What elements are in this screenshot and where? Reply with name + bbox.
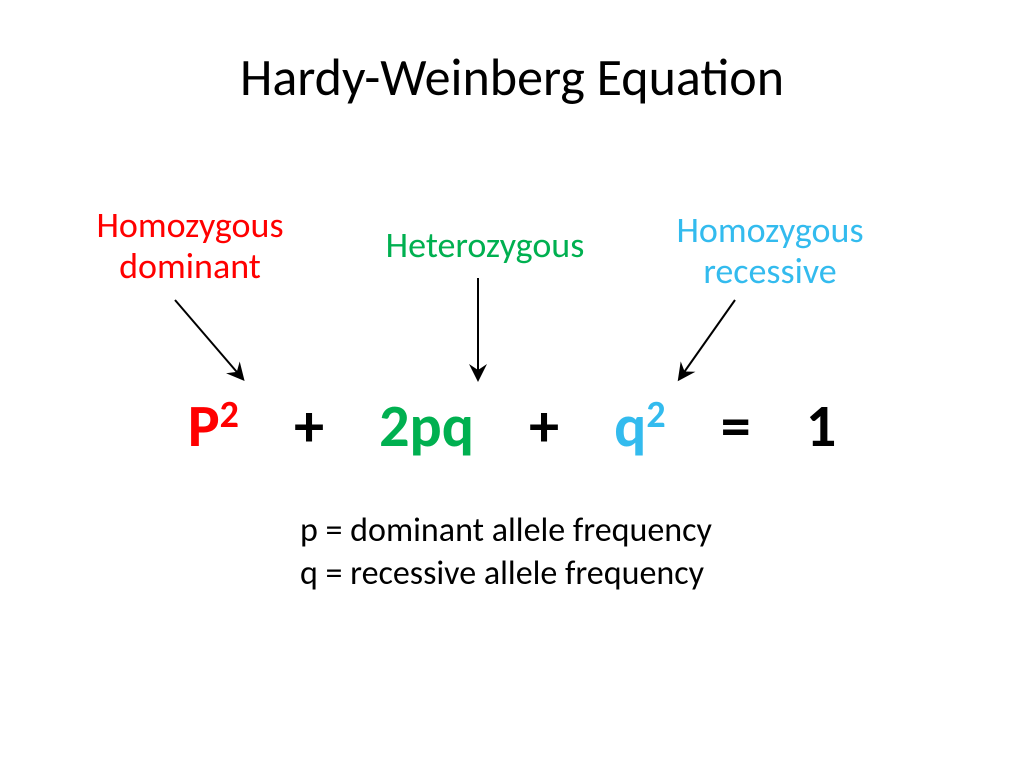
label-line1: Homozygous [96,203,283,247]
label-line2: dominant [119,244,261,288]
term-q-squared: q2 [614,390,665,463]
label-line1: Homozygous [676,208,863,252]
label-line1: Heterozygous [386,223,585,267]
equation: P2 + 2pq + q2 = 1 [0,390,1024,463]
arrow-line [175,300,242,378]
plus-1: + [294,390,324,463]
label-heterozygous: Heterozygous [355,225,615,266]
arrow-line [680,300,735,378]
label-homozygous-recessive: Homozygous recessive [640,210,900,293]
plus-2: + [529,390,559,463]
term-2pq: 2pq [379,390,474,463]
legend-p: p = dominant allele frequency [300,510,712,553]
label-line2: recessive [703,249,836,293]
term-one: 1 [806,390,836,463]
page-title: Hardy-Weinberg Equation [0,45,1024,109]
legend-q: q = recessive allele frequency [300,553,712,596]
equals-sign: = [721,390,751,463]
term-p-squared: P2 [188,390,239,463]
label-homozygous-dominant: Homozygous dominant [60,205,320,288]
arrows-layer [0,0,1024,768]
legend: p = dominant allele frequency q = recess… [300,510,712,595]
